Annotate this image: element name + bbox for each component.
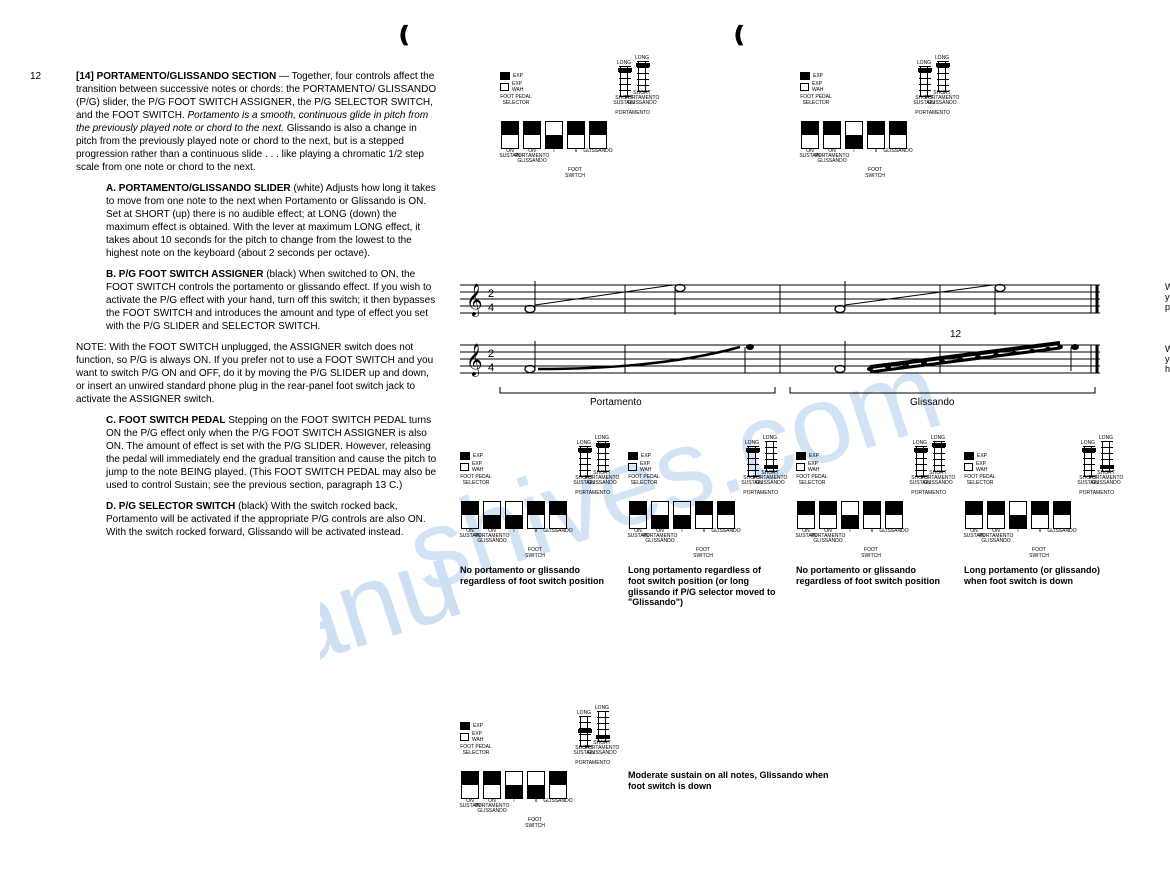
sub-d-paren: (black) xyxy=(238,501,268,512)
sub-d-title: P/G SELECTOR SWITCH xyxy=(119,501,236,512)
panel-caption: No portamento or glissando regardless of… xyxy=(460,565,610,587)
sub-c-title: FOOT SWITCH PEDAL xyxy=(119,415,226,426)
panel-caption: Long portamento regardless of foot switc… xyxy=(628,565,778,608)
what-you-hear-label: Whatyouhear xyxy=(1165,345,1170,375)
sub-c-body: Stepping on the FOOT SWITCH PEDAL turns … xyxy=(106,415,436,491)
panel-caption: Moderate sustain on all notes, Glissando… xyxy=(628,770,848,792)
text-column: 12 [14] PORTAMENTO/GLISSANDO SECTION — T… xyxy=(30,70,440,547)
glissando-label: Glissando xyxy=(910,397,955,408)
control-panel: EXP EXP WAH FOOT PEDALSELECTOR LONG SHOR… xyxy=(628,450,778,559)
panel-caption: No portamento or glissando regardless of… xyxy=(796,565,946,587)
sub-c-letter: C. xyxy=(106,415,116,426)
fifth-panel-row: EXP EXP WAH FOOT PEDALSELECTOR LONG SHOR… xyxy=(460,720,848,829)
panel-caption: Long portamento (or glissando) when foot… xyxy=(964,565,1114,587)
control-panel: EXP EXP WAH FOOT PEDALSELECTOR LONG SHOR… xyxy=(964,450,1114,559)
sub-a-letter: A. xyxy=(106,183,116,194)
what-you-play-label: Whatyouplay xyxy=(1165,283,1170,313)
sub-b-title: P/G FOOT SWITCH ASSIGNER xyxy=(119,269,264,280)
control-panel: EXP EXP WAH FOOT PEDALSELECTOR LONG SHOR… xyxy=(800,70,950,179)
page-number: 12 xyxy=(30,70,41,83)
section-title: PORTAMENTO/GLISSANDO SECTION xyxy=(97,71,277,82)
section-number: [14] xyxy=(76,71,94,82)
svg-text:𝄞: 𝄞 xyxy=(466,284,483,317)
svg-text:𝄞: 𝄞 xyxy=(466,344,483,377)
sub-b-letter: B. xyxy=(106,269,116,280)
top-panels-row: EXP EXP WAH FOOT PEDALSELECTOR LONG SHOR… xyxy=(460,70,1160,189)
sub-d-letter: D. xyxy=(106,501,116,512)
run-count: 12 xyxy=(950,329,962,340)
control-panel: EXP EXP WAH FOOT PEDALSELECTOR LONG SHOR… xyxy=(460,720,610,829)
svg-text:4: 4 xyxy=(488,362,494,374)
svg-text:2: 2 xyxy=(488,348,494,360)
note-body: NOTE: With the FOOT SWITCH unplugged, th… xyxy=(76,342,433,405)
bottom-panels-row: EXP EXP WAH FOOT PEDALSELECTOR LONG SHOR… xyxy=(460,450,1160,608)
control-panel: EXP EXP WAH FOOT PEDALSELECTOR LONG SHOR… xyxy=(796,450,946,559)
binding-mark-left: ❪ xyxy=(395,22,413,48)
sub-a-body: Adjusts how long it takes to move from o… xyxy=(106,183,436,259)
music-example: 𝄞 2 4 xyxy=(460,275,1150,415)
svg-text:2: 2 xyxy=(488,288,494,300)
svg-text:4: 4 xyxy=(488,302,494,314)
sub-a-title: PORTAMENTO/GLISSANDO SLIDER xyxy=(119,183,291,194)
portamento-label: Portamento xyxy=(590,397,642,408)
binding-mark-right: ❪ xyxy=(730,22,748,48)
sub-a-paren: (white) xyxy=(293,183,323,194)
sub-b-paren: (black) xyxy=(266,269,296,280)
control-panel: EXP EXP WAH FOOT PEDALSELECTOR LONG SHOR… xyxy=(500,70,650,179)
control-panel: EXP EXP WAH FOOT PEDALSELECTOR LONG SHOR… xyxy=(460,450,610,559)
